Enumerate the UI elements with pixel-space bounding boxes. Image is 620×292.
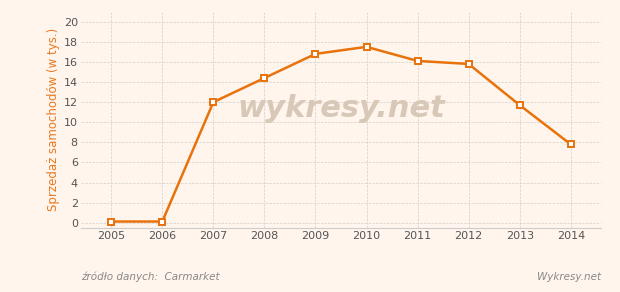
Text: źródło danych:  Carmarket: źródło danych: Carmarket [81,272,219,282]
Text: wykresy.net: wykresy.net [237,94,445,124]
Y-axis label: Sprzedaż samochodów (w tys.): Sprzedaż samochodów (w tys.) [46,28,60,211]
Text: Wykresy.net: Wykresy.net [538,272,601,282]
